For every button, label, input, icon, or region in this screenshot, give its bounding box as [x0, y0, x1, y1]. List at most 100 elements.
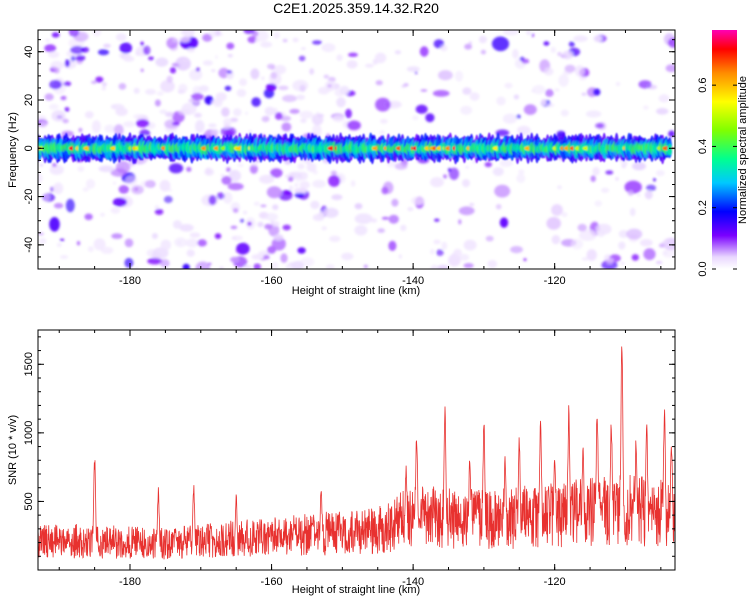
- spectrogram-noise-blob: [272, 261, 279, 269]
- spectrogram-noise-blob: [615, 81, 621, 87]
- spectrogram-noise-blob: [270, 168, 283, 178]
- spectrogram-noise-blob: [202, 33, 213, 42]
- spectrogram-noise-blob: [294, 187, 307, 194]
- spectrogram-noise-blob: [581, 257, 589, 261]
- spectrogram-noise-blob: [145, 88, 156, 95]
- spectrogram-noise-blob: [194, 112, 202, 118]
- colorbar-tick-label: 0.4: [697, 139, 709, 154]
- spectrogram-noise-blob: [222, 192, 233, 204]
- spectrogram-noise-blob: [266, 186, 282, 199]
- spectrogram-noise-blob: [282, 39, 288, 43]
- snr-ytick-label: 500: [23, 492, 35, 510]
- spectrogram-noise-blob: [289, 185, 294, 191]
- spectrogram-noise-blob: [448, 254, 461, 267]
- spectrogram-noise-blob: [273, 234, 284, 241]
- spectrogram-noise-blob: [624, 180, 642, 194]
- colorbar-tick-label: 0.0: [697, 261, 709, 276]
- spectrogram-ytick-label: -40: [23, 237, 35, 253]
- spectrogram-noise-blob: [93, 238, 106, 251]
- spectrogram-noise-blob: [531, 33, 535, 37]
- colorbar-scale: [712, 30, 737, 269]
- spectrogram-noise-blob: [644, 190, 653, 200]
- spectrogram-noise-blob: [209, 30, 218, 38]
- spectrogram-noise-blob: [551, 235, 561, 245]
- spectrogram-noise-blob: [285, 263, 296, 269]
- spectrogram-noise-blob: [189, 232, 201, 238]
- spectrogram-noise-blob: [298, 171, 308, 181]
- spectrogram-noise-blob: [49, 217, 60, 232]
- spectrogram-noise-blob: [253, 201, 260, 206]
- spectrogram-noise-blob: [365, 63, 374, 68]
- spectrogram-noise-blob: [578, 229, 597, 241]
- spectrogram-noise-blob: [187, 47, 195, 53]
- spectrogram-noise-blob: [148, 56, 154, 61]
- spectrogram-noise-blob: [254, 30, 269, 42]
- spectrogram-noise-blob: [269, 71, 282, 86]
- spectrogram-noise-blob: [135, 119, 150, 128]
- colorbar-tick-label: 0.2: [697, 200, 709, 215]
- spectrogram-noise-blob: [593, 35, 602, 43]
- spectrogram-noise-blob: [339, 85, 350, 95]
- spectrogram-noise-blob: [430, 264, 439, 269]
- spectrogram-noise-blob: [282, 94, 297, 103]
- spectrogram-noise-blob: [248, 129, 252, 133]
- spectrogram-noise-blob: [478, 35, 487, 44]
- spectrogram-noise-blob: [309, 68, 315, 75]
- spectrogram-noise-blob: [459, 254, 470, 261]
- spectrogram-noise-blob: [267, 246, 276, 254]
- spectrogram-noise-blob: [230, 225, 238, 230]
- spectrogram-noise-blob: [151, 233, 158, 239]
- spectrogram-noise-blob: [448, 167, 460, 180]
- spectrogram-noise-blob: [56, 242, 62, 248]
- spectrogram-noise-blob: [453, 248, 462, 257]
- spectrogram-noise-blob: [375, 97, 391, 112]
- spectrogram-noise-blob: [48, 51, 60, 59]
- spectrogram-noise-blob: [255, 38, 259, 43]
- spectrogram-noise-blob: [244, 265, 252, 269]
- spectrogram-noise-blob: [154, 205, 160, 210]
- spectrogram-noise-blob: [103, 43, 111, 48]
- spectrogram-noise-blob: [45, 38, 50, 43]
- spectrogram-noise-blob: [52, 163, 57, 167]
- spectrogram-noise-blob: [140, 68, 144, 73]
- spectrogram-noise-blob: [172, 121, 180, 126]
- spectrogram-noise-blob: [179, 36, 191, 43]
- spectrogram-noise-blob: [135, 51, 140, 56]
- spectrogram-noise-blob: [159, 179, 171, 192]
- spectrogram-noise-blob: [53, 202, 64, 209]
- spectrogram-noise-blob: [239, 218, 245, 223]
- spectrogram-noise-blob: [221, 107, 230, 117]
- spectrogram-noise-blob: [323, 207, 339, 218]
- spectrogram-noise-blob: [594, 200, 603, 207]
- spectrogram-noise-blob: [172, 38, 178, 42]
- spectrogram-noise-blob: [350, 180, 356, 187]
- spectrogram-noise-blob: [564, 64, 576, 73]
- spectrogram-noise-blob: [174, 237, 188, 248]
- spectrogram-noise-blob: [496, 96, 506, 106]
- spectrogram-noise-blob: [250, 68, 260, 80]
- spectrogram-noise-blob: [115, 33, 127, 42]
- spectrogram-noise-blob: [154, 208, 164, 215]
- spectrogram-noise-blob: [627, 190, 634, 196]
- spectrogram-noise-blob: [516, 114, 521, 119]
- spectrogram-noise-blob: [645, 184, 657, 192]
- spectrogram-noise-blob: [44, 93, 54, 101]
- spectrogram-noise-blob: [347, 120, 361, 131]
- spectrogram-noise-blob: [643, 105, 649, 110]
- spectrogram-noise-blob: [415, 104, 428, 114]
- spectrogram-noise-blob: [425, 113, 435, 123]
- spectrogram-noise-blob: [407, 207, 414, 212]
- spectrogram-noise-blob: [546, 217, 561, 230]
- spectrogram-noise-blob: [40, 164, 43, 167]
- spectrogram-noise-blob: [48, 103, 59, 110]
- spectrogram-noise-blob: [207, 262, 212, 266]
- colorbar: 0.0 0.2 0.4 0.6 Normalized spectral amplitu…: [697, 30, 749, 277]
- spectrogram-noise-blob: [458, 219, 462, 225]
- snr-axes: -180 -160 -140 -120 500 1000 1500: [23, 330, 675, 588]
- spectrogram-noise-blob: [653, 178, 656, 182]
- spectrogram-noise-blob: [318, 211, 325, 219]
- spectrogram-noise-blob: [379, 130, 385, 135]
- spectrogram-noise-blob: [329, 235, 341, 242]
- spectrogram-noise-blob: [100, 212, 105, 217]
- spectrogram-noise-blob: [394, 162, 408, 170]
